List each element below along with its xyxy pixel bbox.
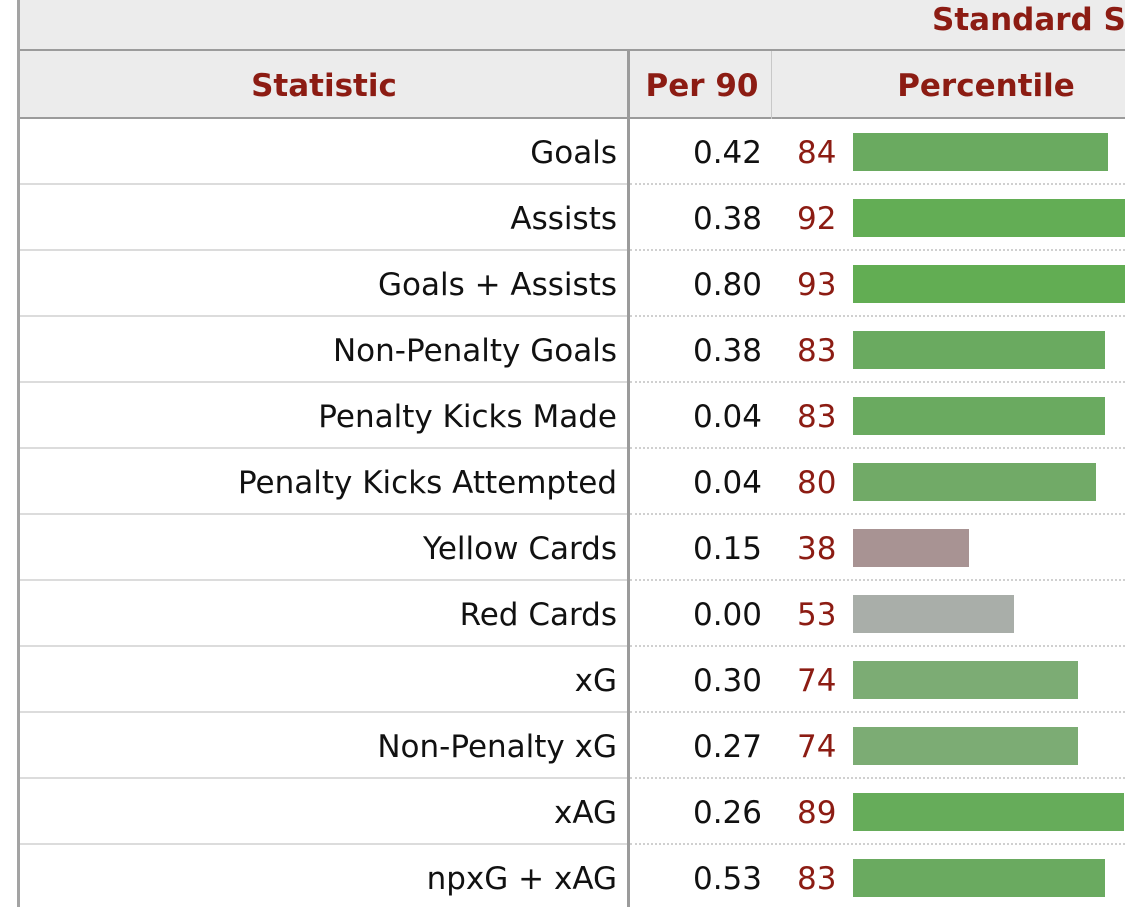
percentile-bar bbox=[853, 331, 1105, 369]
per90-value: 0.53 bbox=[692, 861, 762, 897]
row-divider-dotted bbox=[630, 777, 1125, 779]
row-divider bbox=[20, 249, 627, 251]
row-divider-dotted bbox=[630, 249, 1125, 251]
table-row: Goals 0.42 84 bbox=[20, 119, 1125, 185]
per90-value: 0.38 bbox=[692, 201, 762, 237]
statistic-label: xAG bbox=[553, 795, 617, 831]
table-row: npxG + xAG 0.53 83 bbox=[20, 845, 1125, 907]
percentile-bar bbox=[853, 199, 1125, 237]
table-row: Yellow Cards 0.15 38 bbox=[20, 515, 1125, 581]
row-divider bbox=[20, 183, 627, 185]
row-divider bbox=[20, 315, 627, 317]
table-row: Non-Penalty Goals 0.38 83 bbox=[20, 317, 1125, 383]
percentile-value: 74 bbox=[797, 729, 837, 765]
row-divider-dotted bbox=[630, 315, 1125, 317]
row-divider bbox=[20, 579, 627, 581]
table-row: xAG 0.26 89 bbox=[20, 779, 1125, 845]
statistic-label: Assists bbox=[510, 201, 617, 237]
table-row: xG 0.30 74 bbox=[20, 647, 1125, 713]
row-divider-dotted bbox=[630, 711, 1125, 713]
percentile-bar bbox=[853, 793, 1124, 831]
statistic-label: xG bbox=[574, 663, 617, 699]
percentile-bar bbox=[853, 265, 1125, 303]
row-divider bbox=[20, 381, 627, 383]
statistic-label: Yellow Cards bbox=[423, 531, 617, 567]
percentile-bar bbox=[853, 397, 1105, 435]
table-row: Non-Penalty xG 0.27 74 bbox=[20, 713, 1125, 779]
statistic-label: Goals bbox=[530, 135, 617, 171]
header-percentile[interactable]: Percentile bbox=[897, 68, 1075, 104]
percentile-value: 53 bbox=[797, 597, 837, 633]
row-divider-dotted bbox=[630, 183, 1125, 185]
per90-value: 0.30 bbox=[692, 663, 762, 699]
table-row: Penalty Kicks Attempted 0.04 80 bbox=[20, 449, 1125, 515]
statistic-label: Penalty Kicks Attempted bbox=[237, 465, 617, 501]
percentile-bar bbox=[853, 463, 1096, 501]
per90-value: 0.04 bbox=[692, 399, 762, 435]
table-row: Red Cards 0.00 53 bbox=[20, 581, 1125, 647]
percentile-value: 74 bbox=[797, 663, 837, 699]
statistic-label: Goals + Assists bbox=[377, 267, 617, 303]
percentile-bar bbox=[853, 727, 1078, 765]
percentile-bar bbox=[853, 859, 1105, 897]
row-divider bbox=[20, 645, 627, 647]
table-left-border bbox=[17, 0, 20, 907]
per90-value: 0.00 bbox=[692, 597, 762, 633]
percentile-value: 83 bbox=[797, 333, 837, 369]
percentile-value: 38 bbox=[797, 531, 837, 567]
column-divider bbox=[627, 51, 630, 907]
percentile-bar bbox=[853, 529, 969, 567]
header-statistic[interactable]: Statistic bbox=[251, 68, 397, 104]
per90-value: 0.26 bbox=[692, 795, 762, 831]
per90-value: 0.38 bbox=[692, 333, 762, 369]
statistic-label: Red Cards bbox=[459, 597, 617, 633]
row-divider bbox=[20, 711, 627, 713]
statistic-label: Non-Penalty xG bbox=[377, 729, 617, 765]
percentile-value: 92 bbox=[797, 201, 837, 237]
percentile-value: 89 bbox=[797, 795, 837, 831]
column-header-row: Statistic Per 90 Percentile bbox=[20, 51, 1125, 119]
table-body: Goals 0.42 84 Assists 0.38 92 Goals + Assists 0… bbox=[20, 119, 1125, 907]
percentile-value: 93 bbox=[797, 267, 837, 303]
statistic-label: Non-Penalty Goals bbox=[332, 333, 617, 369]
row-divider-dotted bbox=[630, 381, 1125, 383]
header-per-90[interactable]: Per 90 bbox=[645, 68, 759, 104]
table-row: Penalty Kicks Made 0.04 83 bbox=[20, 383, 1125, 449]
per90-value: 0.04 bbox=[692, 465, 762, 501]
per90-value: 0.42 bbox=[692, 135, 762, 171]
percentile-value: 84 bbox=[797, 135, 837, 171]
percentile-value: 83 bbox=[797, 861, 837, 897]
header-divider bbox=[771, 51, 772, 119]
row-divider bbox=[20, 777, 627, 779]
percentile-bar bbox=[853, 661, 1078, 699]
percentile-bar bbox=[853, 133, 1108, 171]
row-divider-dotted bbox=[630, 579, 1125, 581]
group-header-band: Standard Stats bbox=[20, 0, 1125, 51]
row-divider bbox=[20, 513, 627, 515]
per90-value: 0.27 bbox=[692, 729, 762, 765]
row-divider bbox=[20, 843, 627, 845]
row-divider bbox=[20, 447, 627, 449]
statistic-label: npxG + xAG bbox=[426, 861, 617, 897]
row-divider-dotted bbox=[630, 645, 1125, 647]
per90-value: 0.80 bbox=[692, 267, 762, 303]
per90-value: 0.15 bbox=[692, 531, 762, 567]
table-row: Goals + Assists 0.80 93 bbox=[20, 251, 1125, 317]
percentile-value: 83 bbox=[797, 399, 837, 435]
group-header-title: Standard Stats bbox=[932, 2, 1125, 38]
statistic-label: Penalty Kicks Made bbox=[318, 399, 617, 435]
row-divider-dotted bbox=[630, 843, 1125, 845]
row-divider-dotted bbox=[630, 447, 1125, 449]
percentile-value: 80 bbox=[797, 465, 837, 501]
row-divider-dotted bbox=[630, 513, 1125, 515]
table-row: Assists 0.38 92 bbox=[20, 185, 1125, 251]
percentile-bar bbox=[853, 595, 1014, 633]
